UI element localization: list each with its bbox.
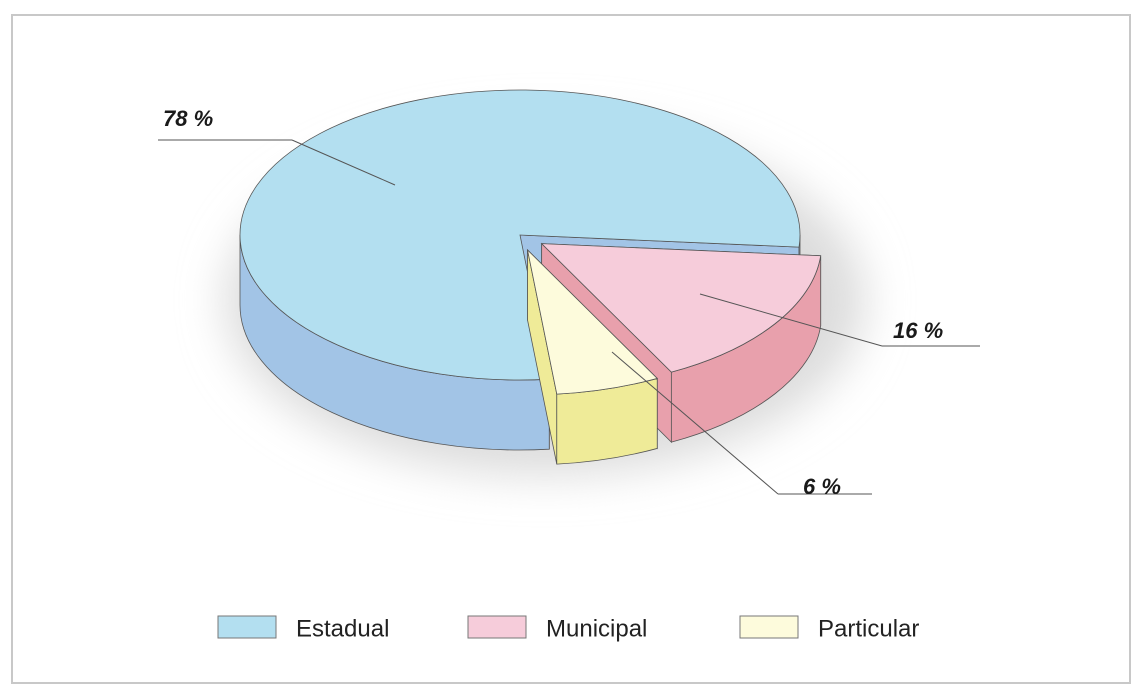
legend-label: Municipal — [546, 615, 647, 642]
pie — [239, 89, 822, 465]
leader-line — [611, 351, 779, 495]
value-label: 78 % — [163, 106, 213, 131]
slice-top — [526, 248, 659, 395]
labels: 78 % 16 % 6 % — [158, 106, 980, 499]
slice-top — [239, 89, 801, 381]
legend-label: Estadual — [296, 615, 389, 642]
leader-line — [291, 139, 396, 186]
legend: Estadual Municipal Particular — [217, 615, 919, 642]
slice-top — [540, 243, 822, 373]
value-label: 16 % — [893, 318, 943, 343]
legend-label: Particular — [818, 615, 919, 642]
legend-swatch — [217, 615, 277, 639]
value-label: 6 % — [803, 474, 841, 499]
legend-swatch — [467, 615, 527, 639]
legend-swatch — [739, 615, 799, 639]
leader-line — [699, 293, 883, 347]
